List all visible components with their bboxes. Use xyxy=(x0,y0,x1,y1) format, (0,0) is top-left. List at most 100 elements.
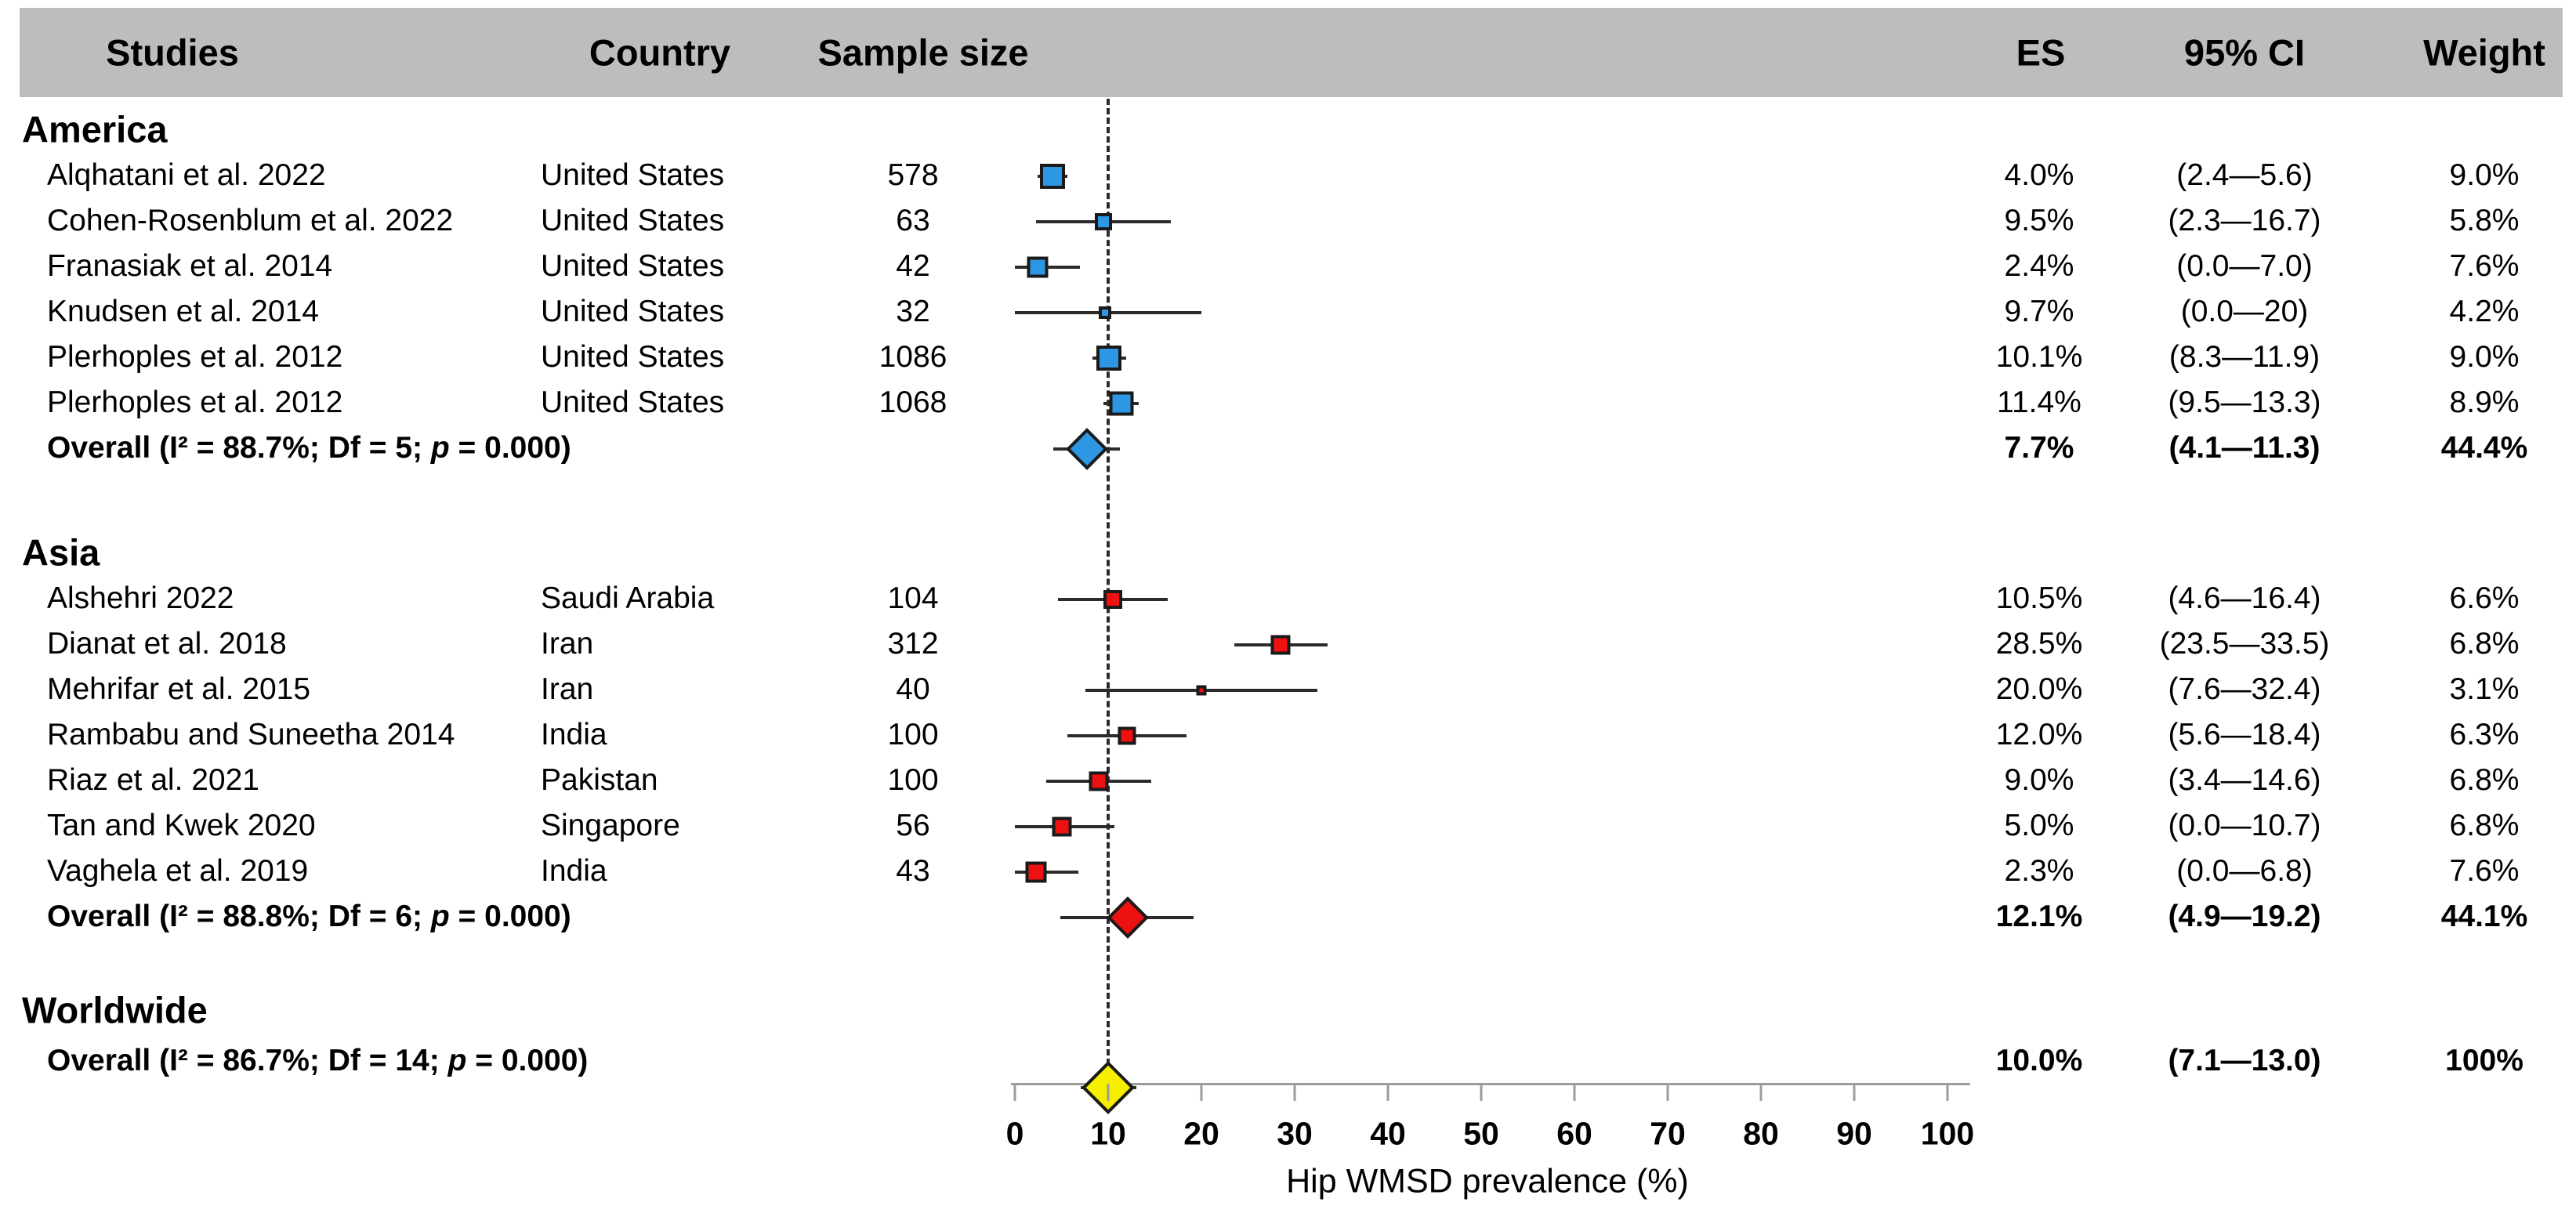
study-label: Alshehri 2022 xyxy=(47,581,234,616)
ci-value: (9.5—13.3) xyxy=(2168,386,2321,420)
country-label: Pakistan xyxy=(541,763,658,798)
country-label: United States xyxy=(541,295,725,329)
country-label: Iran xyxy=(541,672,594,707)
x-tick xyxy=(1386,1084,1389,1101)
effect-marker xyxy=(1027,256,1049,278)
ci-value: (2.4—5.6) xyxy=(2176,158,2313,193)
effect-marker xyxy=(1109,391,1134,416)
effect-marker xyxy=(1095,213,1113,230)
country-label: Singapore xyxy=(541,809,680,843)
overall-label-p: p xyxy=(430,431,450,465)
weight-value: 9.0% xyxy=(2449,158,2520,193)
ci-value: (0.0—10.7) xyxy=(2168,809,2321,843)
study-label: Plerhoples et al. 2012 xyxy=(47,386,343,420)
country-label: United States xyxy=(541,158,725,193)
overall-label-post: = 0.000) xyxy=(466,1044,589,1078)
effect-marker xyxy=(1099,306,1112,319)
country-label: United States xyxy=(541,204,725,238)
x-tick xyxy=(1013,1084,1016,1101)
study-label: Rambabu and Suneetha 2014 xyxy=(47,718,455,752)
country-label: United States xyxy=(541,249,725,284)
x-tick-label: 80 xyxy=(1743,1115,1779,1152)
effect-marker xyxy=(1096,346,1122,371)
effect-marker xyxy=(1025,861,1047,883)
x-tick-label: 10 xyxy=(1090,1115,1126,1152)
ci-value: (23.5—33.5) xyxy=(2159,627,2330,661)
effect-marker xyxy=(1118,726,1136,745)
x-tick xyxy=(1853,1084,1856,1101)
study-label: Cohen-Rosenblum et al. 2022 xyxy=(47,204,454,238)
overall-label-pre: Overall (I² = 86.7%; Df = 14; xyxy=(47,1044,448,1078)
col-header-country: Country xyxy=(589,31,731,74)
overall-label-p: p xyxy=(430,900,450,934)
sample-size-value: 42 xyxy=(896,249,930,284)
effect-marker xyxy=(1196,685,1207,696)
x-tick-label: 20 xyxy=(1183,1115,1219,1152)
sample-size-value: 100 xyxy=(887,718,939,752)
sample-size-value: 40 xyxy=(896,672,930,707)
overall-es-value: 12.1% xyxy=(1995,900,2083,934)
col-header-studies: Studies xyxy=(106,31,239,74)
es-value: 2.3% xyxy=(2004,854,2074,889)
overall-ci-value: (4.9—19.2) xyxy=(2168,900,2321,934)
country-label: Saudi Arabia xyxy=(541,581,715,616)
es-value: 5.0% xyxy=(2004,809,2074,843)
weight-value: 8.9% xyxy=(2449,386,2520,420)
sample-size-value: 32 xyxy=(896,295,930,329)
x-tick-label: 90 xyxy=(1836,1115,1872,1152)
weight-value: 6.8% xyxy=(2449,763,2520,798)
weight-value: 4.2% xyxy=(2449,295,2520,329)
es-value: 9.0% xyxy=(2004,763,2074,798)
es-value: 2.4% xyxy=(2004,249,2074,284)
x-tick-label: 70 xyxy=(1650,1115,1686,1152)
overall-es-value: 7.7% xyxy=(2004,431,2074,465)
overall-label: Overall (I² = 88.8%; Df = 6; p = 0.000) xyxy=(47,900,571,934)
sample-size-value: 56 xyxy=(896,809,930,843)
col-header-weight: Weight xyxy=(2423,31,2545,74)
effect-marker xyxy=(1103,590,1122,609)
overall-label-post: = 0.000) xyxy=(449,900,571,934)
axis-title: Hip WMSD prevalence (%) xyxy=(1286,1162,1689,1200)
weight-value: 7.6% xyxy=(2449,854,2520,889)
overall-label: Overall (I² = 88.7%; Df = 5; p = 0.000) xyxy=(47,431,571,465)
weight-value: 3.1% xyxy=(2449,672,2520,707)
ci-value: (5.6—18.4) xyxy=(2168,718,2321,752)
weight-value: 7.6% xyxy=(2449,249,2520,284)
sample-size-value: 100 xyxy=(887,763,939,798)
ci-value: (2.3—16.7) xyxy=(2168,204,2321,238)
sample-size-value: 1068 xyxy=(879,386,947,420)
x-tick-label: 50 xyxy=(1463,1115,1499,1152)
weight-value: 6.8% xyxy=(2449,809,2520,843)
country-label: United States xyxy=(541,386,725,420)
x-tick-label: 60 xyxy=(1556,1115,1592,1152)
es-value: 10.1% xyxy=(1995,340,2083,375)
study-label: Plerhoples et al. 2012 xyxy=(47,340,343,375)
overall-diamond xyxy=(1107,896,1149,939)
sample-size-value: 43 xyxy=(896,854,930,889)
effect-marker xyxy=(1089,771,1109,791)
x-tick xyxy=(1666,1084,1669,1101)
overall-es-value: 10.0% xyxy=(1995,1044,2083,1078)
section-heading: Asia xyxy=(22,531,100,574)
x-tick-label: 100 xyxy=(1920,1115,1975,1152)
overall-weight-value: 44.1% xyxy=(2440,900,2528,934)
weight-value: 6.6% xyxy=(2449,581,2520,616)
effect-marker xyxy=(1052,817,1071,837)
effect-marker xyxy=(1039,164,1065,189)
country-label: United States xyxy=(541,340,725,375)
x-tick xyxy=(1107,1084,1110,1101)
x-tick xyxy=(1573,1084,1576,1101)
es-value: 9.7% xyxy=(2004,295,2074,329)
overall-label: Overall (I² = 86.7%; Df = 14; p = 0.000) xyxy=(47,1044,588,1078)
sample-size-value: 1086 xyxy=(879,340,947,375)
effect-marker xyxy=(1270,635,1291,655)
col-header-es: ES xyxy=(2016,31,2066,74)
study-label: Franasiak et al. 2014 xyxy=(47,249,333,284)
overall-weight-value: 100% xyxy=(2445,1044,2523,1078)
es-value: 20.0% xyxy=(1995,672,2083,707)
x-tick xyxy=(1946,1084,1949,1101)
es-value: 12.0% xyxy=(1995,718,2083,752)
overall-weight-value: 44.4% xyxy=(2440,431,2528,465)
weight-value: 5.8% xyxy=(2449,204,2520,238)
col-header-ci: 95% CI xyxy=(2183,31,2306,74)
